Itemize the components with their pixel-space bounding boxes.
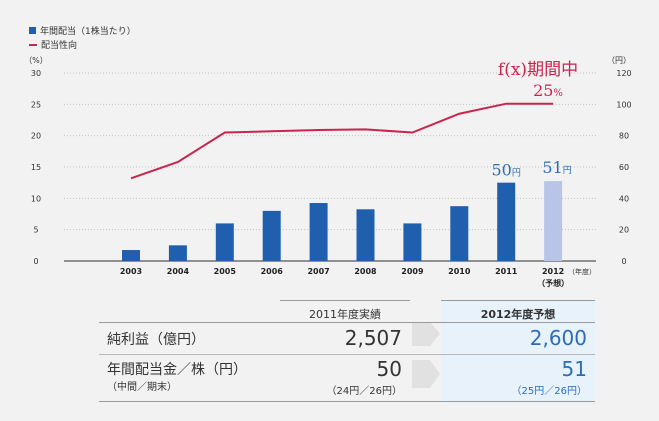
row-dividend-actual-sub: （24円／26円） [326,386,402,397]
annotation-payout-unit: % [553,88,563,99]
y-right-tick-60: 60 [619,163,629,172]
bar-2005 [215,223,234,261]
x-tick-2006: 2006 [261,267,284,276]
row-net-income-label: 純利益（億円） [107,332,205,348]
annotation-bar-2012: 51円 [542,158,571,177]
x-tick-2007: 2007 [307,267,329,276]
y-left-tick-5: 5 [33,226,38,235]
x-tick-2011: 2011 [495,267,518,276]
legend-line-swatch [29,43,37,46]
bar-2006 [262,210,281,261]
y-right-tick-20: 20 [619,226,629,235]
legend-bar-swatch [29,27,36,34]
legend-line-label: 配当性向 [41,41,78,51]
payout-ratio-line [130,102,554,180]
y-left-tick-20: 20 [31,132,41,141]
legend-bar: 年間配当（1株当たり） [29,24,136,37]
y-right-tick-120: 120 [616,69,631,78]
col-header-forecast: 2012年度予想 [480,308,556,321]
y-right-tick-40: 40 [619,194,629,203]
dividend-chart: （%） （円） 0 5 10 15 20 25 30 0 20 40 60 80 100 120 2003 200… [24,56,631,288]
annotation-bar-2011-unit: 円 [512,168,521,179]
bar-2003 [122,250,140,261]
y-left-tick-30: 30 [31,69,41,78]
y-left-tick-10: 10 [31,194,41,203]
table-line-mid [99,354,595,355]
bar-2009 [403,223,422,261]
annotation-bar-2011: 50円 [492,161,521,180]
col-header-actual: 2011年度実績 [309,308,381,321]
annotation-payout-value: 25% [533,81,563,100]
row-net-income-actual: 2,507 [344,326,402,350]
x-tick-2009: 2009 [401,267,424,276]
y-right-unit: （円） [607,56,631,65]
annotation-period: f(x)期間中 [498,60,578,80]
x-tick-2003: 2003 [120,267,142,276]
bar-2008 [356,209,375,261]
legend-bar-label: 年間配当（1株当たり） [40,27,136,37]
row-dividend-actual: 50 [376,357,402,381]
row2-arrow-icon [412,360,440,388]
arrow-separators [412,322,440,388]
y-right-tick-0: 0 [621,257,626,266]
row-net-income-forecast: 2,600 [529,326,587,350]
annotation-bar-2012-unit: 円 [563,165,572,176]
y-right-tick-100: 100 [616,100,631,109]
row1-arrow-icon [412,322,440,346]
x-tick-2012: 2012 [542,267,564,276]
bar-2007 [309,203,328,261]
row-dividend-forecast: 51 [561,357,587,381]
table-line-top-actual [280,300,410,301]
row-dividend-sub: （中間／期末） [107,382,177,393]
legend-line: 配当性向 [29,38,77,51]
table-line-top-forecast [441,300,595,301]
x-tick-2008: 2008 [354,267,377,276]
table-line-header [99,322,595,323]
forecast-column-bg [441,300,595,403]
x-tick-2010: 2010 [448,267,471,276]
y-left-tick-25: 25 [31,100,41,109]
x-tick-2004: 2004 [167,267,190,276]
y-left-tick-15: 15 [31,163,41,172]
bar-2004 [168,245,187,261]
y-left-unit: （%） [24,56,48,65]
bar-2010 [450,206,469,261]
y-right-tick-80: 80 [619,132,629,141]
table-line-bottom [99,401,595,402]
x-unit: （年度） [568,267,596,276]
x-tick-2012-note: （予想） [537,278,569,288]
bar-2011 [497,182,516,261]
x-tick-2005: 2005 [214,267,237,276]
row-dividend-forecast-sub: （25円／26円） [511,386,587,397]
row-dividend-label: 年間配当金／株（円） [107,362,247,378]
y-left-tick-0: 0 [33,257,38,266]
bar-2012 [544,181,563,261]
